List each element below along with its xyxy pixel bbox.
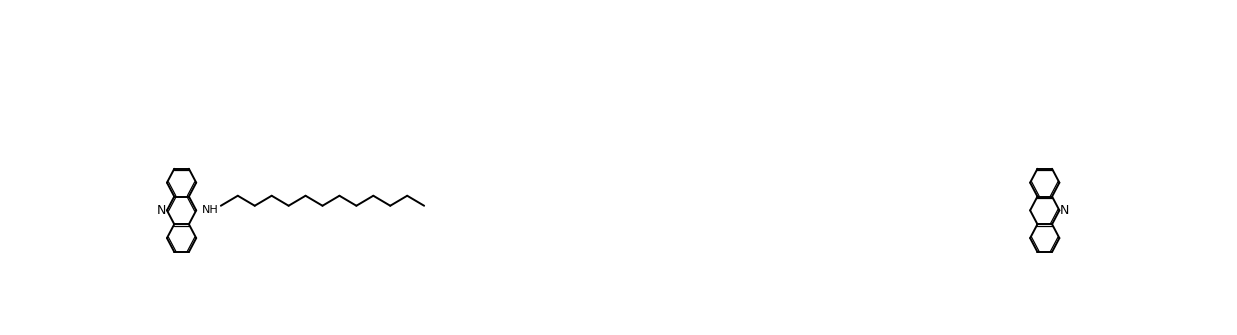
Text: N: N xyxy=(157,204,166,217)
Text: NH: NH xyxy=(202,205,219,215)
Text: N: N xyxy=(1060,204,1070,217)
